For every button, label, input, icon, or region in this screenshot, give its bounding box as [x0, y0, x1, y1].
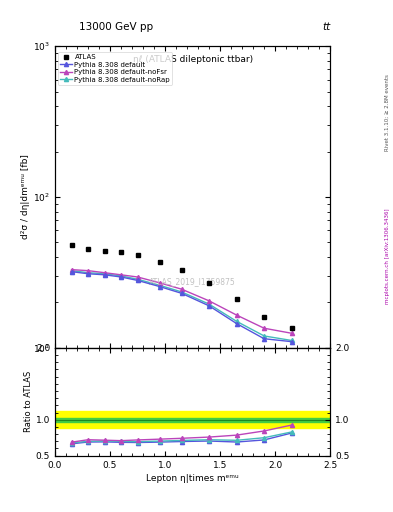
Bar: [55, 411, 330, 429]
Pythia 8.308 default-noRap: [69, 268, 74, 274]
Pythia 8.308 default-noFsr: [69, 267, 74, 273]
Pythia 8.308 default-noFsr: [102, 270, 107, 276]
Text: tt: tt: [322, 22, 330, 32]
Pythia 8.308 default: [262, 336, 266, 342]
ATLAS: [289, 325, 294, 331]
ATLAS: [119, 249, 123, 255]
Bar: [55, 418, 330, 421]
Pythia 8.308 default: [102, 272, 107, 278]
Pythia 8.308 default: [86, 271, 90, 277]
Pythia 8.308 default-noRap: [157, 282, 162, 288]
X-axis label: Lepton η|times mᵉᵐᵘ: Lepton η|times mᵉᵐᵘ: [146, 474, 239, 483]
ATLAS: [102, 248, 107, 254]
Pythia 8.308 default: [207, 303, 211, 309]
ATLAS: [157, 259, 162, 265]
Pythia 8.308 default-noRap: [289, 337, 294, 344]
ATLAS: [262, 314, 266, 320]
Pythia 8.308 default: [119, 274, 123, 280]
Pythia 8.308 default-noFsr: [86, 268, 90, 274]
Y-axis label: Ratio to ATLAS: Ratio to ATLAS: [24, 371, 33, 433]
Pythia 8.308 default-noFsr: [262, 325, 266, 331]
Legend: ATLAS, Pythia 8.308 default, Pythia 8.308 default-noFsr, Pythia 8.308 default-no: ATLAS, Pythia 8.308 default, Pythia 8.30…: [58, 52, 172, 84]
Text: mcplots.cern.ch [arXiv:1306.3436]: mcplots.cern.ch [arXiv:1306.3436]: [385, 208, 390, 304]
Pythia 8.308 default-noRap: [102, 271, 107, 277]
Line: Pythia 8.308 default: Pythia 8.308 default: [70, 270, 294, 344]
Y-axis label: d²σ / dη|dmᵉᵐᵘ [fb]: d²σ / dη|dmᵉᵐᵘ [fb]: [21, 155, 30, 240]
Pythia 8.308 default-noFsr: [289, 330, 294, 336]
Pythia 8.308 default-noFsr: [234, 312, 239, 318]
Pythia 8.308 default-noRap: [119, 273, 123, 279]
Pythia 8.308 default-noFsr: [157, 280, 162, 286]
Line: Pythia 8.308 default-noRap: Pythia 8.308 default-noRap: [70, 269, 294, 343]
Pythia 8.308 default: [69, 269, 74, 275]
Pythia 8.308 default: [135, 278, 140, 284]
Text: ATLAS_2019_I1759875: ATLAS_2019_I1759875: [149, 277, 236, 286]
Pythia 8.308 default-noRap: [179, 289, 184, 295]
Text: ηℓ (ATLAS dileptonic ttbar): ηℓ (ATLAS dileptonic ttbar): [132, 55, 253, 64]
ATLAS: [207, 280, 211, 286]
Pythia 8.308 default-noRap: [207, 301, 211, 307]
Pythia 8.308 default-noFsr: [207, 298, 211, 304]
Pythia 8.308 default: [289, 338, 294, 345]
Text: Rivet 3.1.10; ≥ 2.8M events: Rivet 3.1.10; ≥ 2.8M events: [385, 74, 390, 151]
Pythia 8.308 default-noRap: [234, 318, 239, 325]
Pythia 8.308 default-noFsr: [179, 286, 184, 292]
Pythia 8.308 default: [157, 284, 162, 290]
ATLAS: [135, 252, 140, 259]
ATLAS: [179, 267, 184, 273]
Pythia 8.308 default-noFsr: [135, 274, 140, 280]
Pythia 8.308 default-noFsr: [119, 272, 123, 278]
ATLAS: [69, 242, 74, 248]
Pythia 8.308 default-noRap: [135, 276, 140, 282]
Pythia 8.308 default-noRap: [86, 270, 90, 276]
Pythia 8.308 default: [179, 290, 184, 296]
Pythia 8.308 default-noRap: [262, 333, 266, 339]
Pythia 8.308 default: [234, 321, 239, 327]
Text: 13000 GeV pp: 13000 GeV pp: [79, 22, 153, 32]
Line: ATLAS: ATLAS: [69, 243, 294, 331]
Line: Pythia 8.308 default-noFsr: Pythia 8.308 default-noFsr: [70, 268, 294, 335]
ATLAS: [234, 296, 239, 303]
ATLAS: [86, 246, 90, 252]
